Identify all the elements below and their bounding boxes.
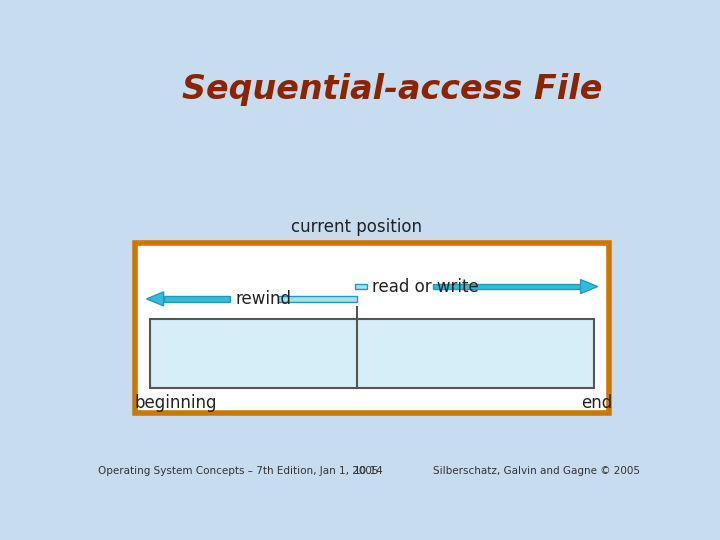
Text: 10.14: 10.14 xyxy=(354,467,384,476)
Bar xyxy=(433,284,580,289)
Text: current position: current position xyxy=(291,218,422,236)
Bar xyxy=(355,284,366,289)
Text: beginning: beginning xyxy=(135,394,217,413)
Text: Sequential-access File: Sequential-access File xyxy=(182,73,603,106)
Bar xyxy=(150,319,594,388)
Bar xyxy=(163,296,230,301)
Polygon shape xyxy=(580,280,598,294)
Text: end: end xyxy=(581,394,612,413)
Bar xyxy=(135,244,609,413)
Text: rewind: rewind xyxy=(235,290,292,308)
Polygon shape xyxy=(147,292,163,306)
Text: Silberschatz, Galvin and Gagne © 2005: Silberschatz, Galvin and Gagne © 2005 xyxy=(433,467,640,476)
Text: Operating System Concepts – 7th Edition, Jan 1, 2005: Operating System Concepts – 7th Edition,… xyxy=(98,467,378,476)
Bar xyxy=(279,296,356,301)
Text: read or write: read or write xyxy=(372,278,479,295)
